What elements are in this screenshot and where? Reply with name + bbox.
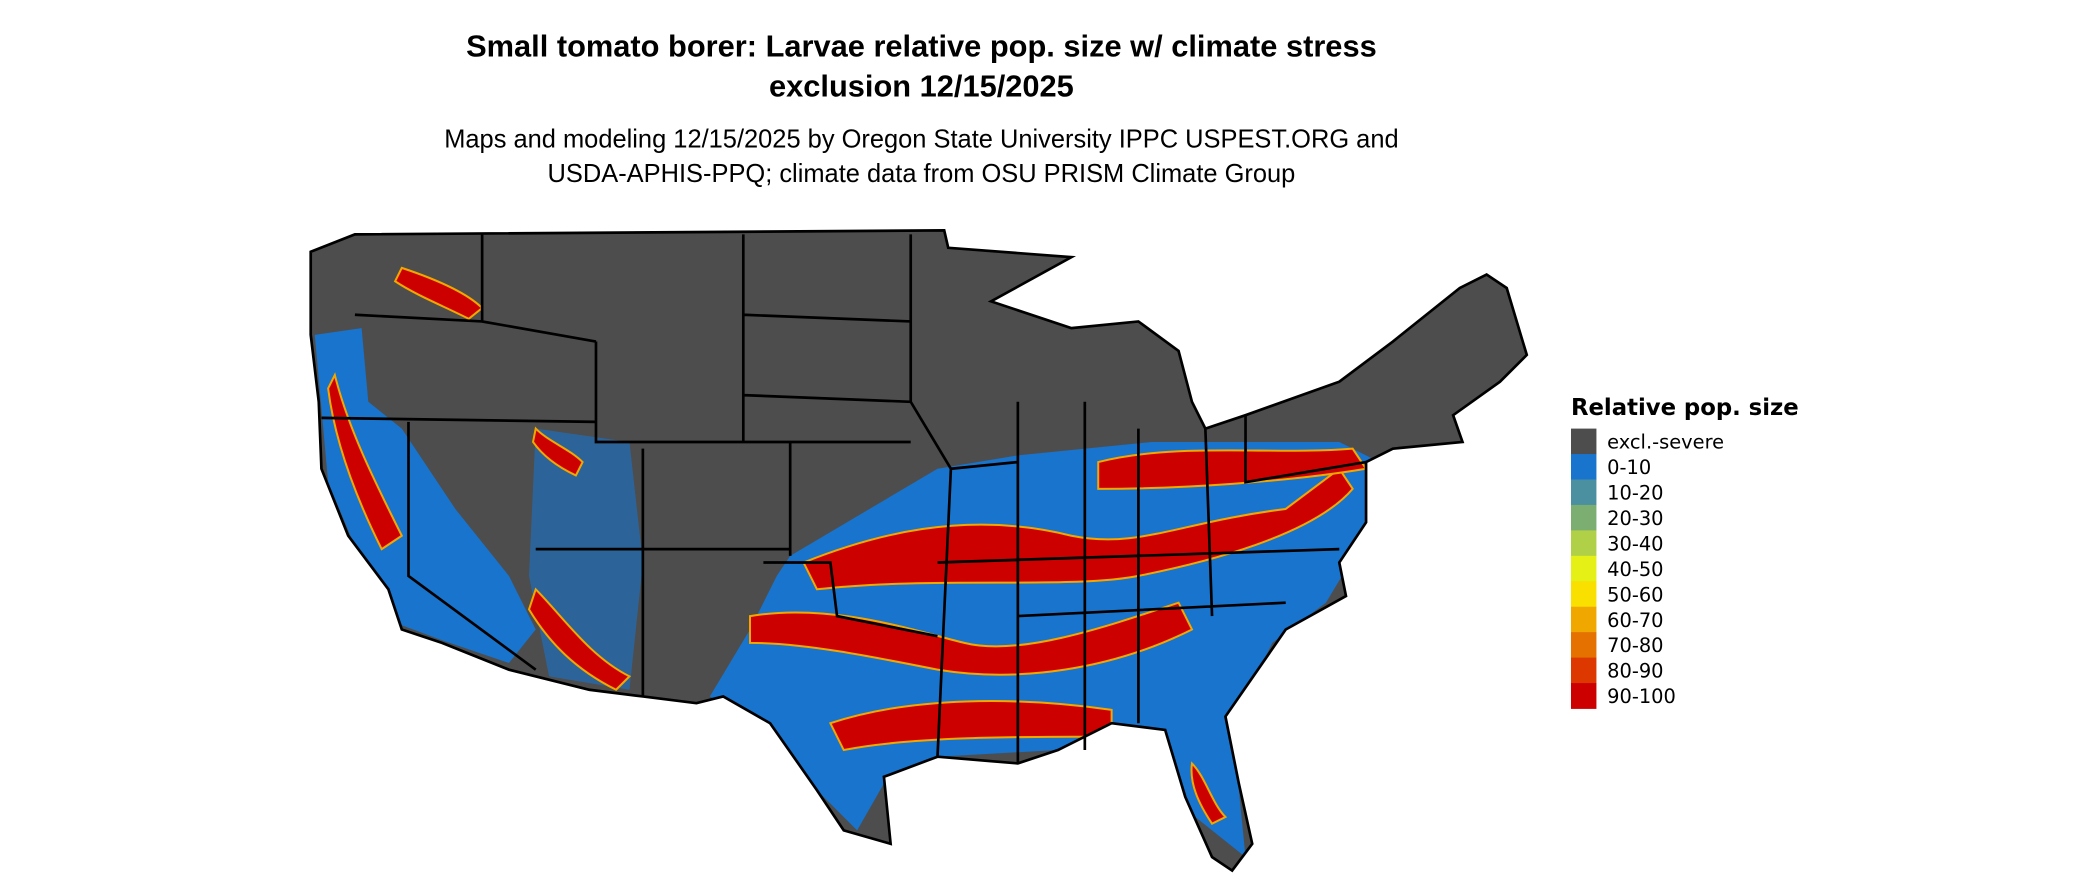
legend-label: 80-90 — [1607, 660, 1663, 683]
legend-label: excl.-severe — [1607, 431, 1724, 454]
legend-swatch — [1570, 530, 1597, 557]
legend-swatch — [1570, 581, 1597, 608]
legend-swatch — [1570, 657, 1597, 684]
legend-label: 20-30 — [1607, 507, 1663, 530]
state-borders — [309, 229, 1529, 872]
subtitle-line-1: Maps and modeling 12/15/2025 by Oregon S… — [444, 125, 1398, 153]
legend-label: 40-50 — [1607, 558, 1663, 581]
legend-swatch — [1570, 454, 1597, 480]
legend-swatch — [1570, 683, 1597, 709]
legend-label: 0-10 — [1607, 456, 1651, 479]
legend-label: 70-80 — [1607, 634, 1663, 657]
legend-label: 50-60 — [1607, 583, 1663, 606]
subtitle-line-2: USDA-APHIS-PPQ; climate data from OSU PR… — [548, 160, 1296, 188]
legend-swatch — [1570, 555, 1597, 582]
legend-title: Relative pop. size — [1571, 395, 1799, 421]
legend-label: 30-40 — [1607, 532, 1663, 555]
legend-label: 10-20 — [1607, 482, 1663, 505]
legend-swatch — [1570, 479, 1597, 506]
legend-swatch — [1570, 428, 1597, 455]
title-line-2: exclusion 12/15/2025 — [769, 68, 1074, 103]
legend-swatch — [1570, 504, 1597, 531]
legend-swatch — [1570, 632, 1597, 659]
legend-swatch — [1570, 606, 1597, 633]
legend-label: 90-100 — [1607, 685, 1676, 708]
title-line-1: Small tomato borer: Larvae relative pop.… — [466, 28, 1377, 63]
legend-label: 60-70 — [1607, 609, 1663, 632]
